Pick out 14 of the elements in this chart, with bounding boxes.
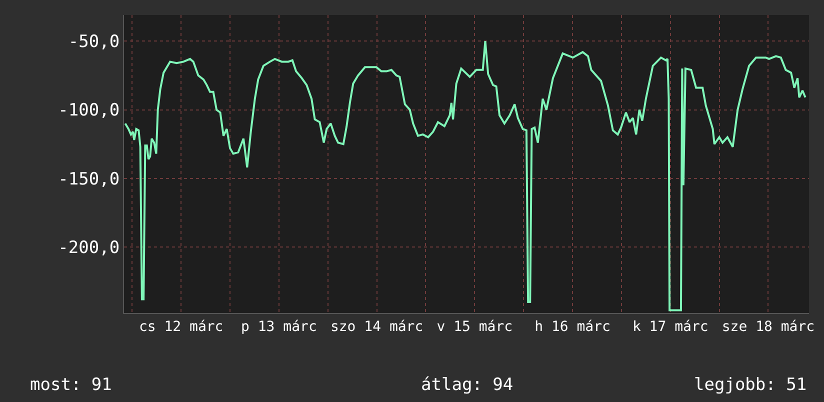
x-tick-label: h 16 márc [534, 318, 610, 335]
x-tick-label: k 17 márc [632, 318, 708, 335]
text: most: 91 [30, 375, 112, 395]
x-tick-label: szo 14 márc [330, 318, 424, 335]
x-tick-label: p 13 márc [241, 318, 317, 335]
x-tick-label: cs 12 márc [138, 318, 224, 335]
text: átlag: 94 [421, 375, 514, 395]
text: legjobb: 51 [694, 375, 807, 395]
x-tick-label: sze 18 márc [722, 318, 815, 335]
x-tick-label: v 15 márc [436, 318, 513, 335]
y-tick-label: -150,0 [58, 169, 120, 190]
y-tick-label: -100,0 [58, 100, 120, 121]
y-tick-label: -200,0 [58, 238, 120, 258]
y-tick-label: -50,0 [68, 32, 120, 52]
